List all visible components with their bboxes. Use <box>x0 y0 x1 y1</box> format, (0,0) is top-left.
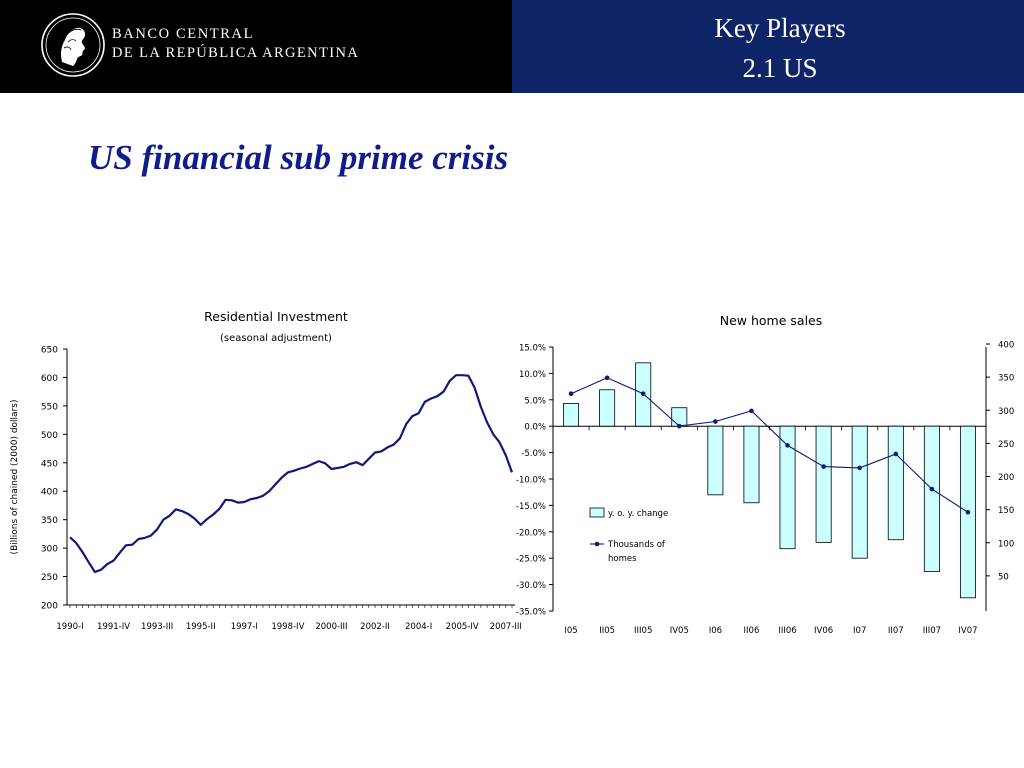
chart2-legend-line-marker <box>594 541 600 547</box>
chart1-y-tick-label: 300 <box>41 545 58 555</box>
chart2-x-tick-label: IV05 <box>670 626 689 636</box>
chart1-x-tick-label: 1997-I <box>231 622 258 632</box>
chart2-legend-bar-swatch <box>589 507 605 518</box>
bank-name-line1: BANCO CENTRAL <box>112 26 255 42</box>
chart2-right-tick-label: 350 <box>998 374 1014 384</box>
chart1-x-tick-label: 1998-IV <box>271 622 304 632</box>
page-title: US financial sub prime crisis <box>88 138 509 177</box>
section-title: Key Players <box>714 13 846 43</box>
chart2-legend-bar-label: y. o. y. change <box>608 509 668 519</box>
chart1-y-tick-label: 400 <box>41 488 58 498</box>
chart1-y-tick-label: 650 <box>41 346 58 356</box>
chart2-home-sales-point <box>713 419 718 424</box>
chart1-x-tick-label: 2002-II <box>360 622 390 632</box>
chart2-left-tick-label: -20.0% <box>516 528 546 538</box>
chart2-x-tick-label: IV07 <box>958 626 977 636</box>
chart1-y-tick-label: 600 <box>41 374 58 384</box>
chart2-x-tick-label: I05 <box>564 626 577 636</box>
chart1-y-tick-label: 350 <box>41 516 58 526</box>
chart2-bar <box>707 425 724 496</box>
chart1-y-tick-label: 550 <box>41 402 58 412</box>
header-left-panel <box>0 0 512 93</box>
chart2-x-tick-label: III05 <box>634 626 652 636</box>
chart2-x-tick-label: II07 <box>888 626 904 636</box>
chart1-y-tick-label: 200 <box>41 602 58 612</box>
chart2-home-sales-point <box>749 408 754 414</box>
chart2-x-tick-label: II05 <box>599 626 615 636</box>
header-right-panel <box>512 0 1024 93</box>
chart1-y-axis-label: (Billions of chained (2000) dollars) <box>10 400 20 555</box>
chart2-bar <box>851 425 868 559</box>
chart2-bar <box>887 425 904 541</box>
chart2-bar <box>779 425 796 550</box>
chart2-home-sales-point <box>857 465 863 471</box>
chart2-home-sales-point <box>676 423 682 429</box>
chart2-right-tick-label: 400 <box>998 341 1014 351</box>
bank-name-line2: DE LA REPÚBLICA ARGENTINA <box>112 45 360 61</box>
chart2-home-sales-point <box>604 375 610 381</box>
chart2-right-tick-label: 50 <box>998 572 1009 582</box>
chart2-x-tick-label: IV06 <box>814 626 833 636</box>
chart2-right-tick-label: 200 <box>998 473 1014 483</box>
chart2-bar <box>671 407 688 427</box>
chart1-x-tick-label: 1990-I <box>56 622 83 632</box>
chart2-left-tick-label: 0.0% <box>524 423 546 433</box>
chart1-x-tick-label: 2004-I <box>405 622 432 632</box>
bank-seal-icon <box>41 13 105 77</box>
chart2-legend-line-label: Thousands of homes <box>607 540 666 564</box>
chart2-left-tick-label: -15.0% <box>516 502 546 512</box>
chart2-home-sales-line <box>570 377 969 513</box>
chart1-y-tick-label: 500 <box>41 431 58 441</box>
chart2-bar <box>815 425 832 543</box>
chart2-left-tick-label: -25.0% <box>516 555 546 565</box>
chart2-left-tick-label: -30.0% <box>516 581 546 591</box>
chart1-y-tick-label: 450 <box>41 459 58 469</box>
chart2-left-tick-label: -5.0% <box>521 449 546 459</box>
chart2-title: New home sales <box>720 313 823 328</box>
chart2-x-tick-label: III06 <box>778 626 796 636</box>
chart2-home-sales-point <box>893 451 899 457</box>
chart2-right-tick-label: 150 <box>998 506 1014 516</box>
chart2-bar <box>563 403 580 427</box>
chart2-left-tick-label: -10.0% <box>516 476 546 486</box>
chart1-x-tick-label: 2000-III <box>315 622 347 632</box>
section-subtitle: 2.1 US <box>742 53 818 83</box>
chart2-home-sales-point <box>568 391 574 396</box>
chart2-home-sales-point <box>640 391 646 396</box>
chart2-x-tick-label: I06 <box>709 626 722 636</box>
chart2-left-tick-label: -35.0% <box>516 608 546 618</box>
chart1-x-tick-label: 1993-III <box>141 622 173 632</box>
chart2-right-tick-label: 300 <box>998 407 1014 417</box>
chart2-left-tick-label: 10.0% <box>519 370 546 380</box>
chart2-x-tick-label: II06 <box>744 626 760 636</box>
chart1-x-tick-label: 1995-II <box>186 622 216 632</box>
chart2-home-sales-point <box>965 509 971 515</box>
chart2-home-sales-point <box>785 443 790 448</box>
chart2-bar <box>743 425 760 504</box>
chart1-x-tick-label: 2007-III <box>490 622 522 632</box>
chart2-home-sales-point <box>821 464 826 469</box>
chart2-home-sales-point <box>929 486 935 492</box>
chart1-y-tick-label: 250 <box>41 573 58 583</box>
chart2-bar <box>599 389 616 427</box>
chart1-title: Residential Investment <box>204 309 348 324</box>
chart2-left-tick-label: 5.0% <box>524 396 546 406</box>
chart2-bar <box>923 425 940 572</box>
chart2-x-tick-label: I07 <box>853 626 866 636</box>
chart2-left-tick-label: 15.0% <box>519 344 546 354</box>
chart2-right-tick-label: 100 <box>998 539 1014 549</box>
chart2-right-tick-label: 250 <box>998 440 1014 450</box>
chart1-subtitle: (seasonal adjustment) <box>220 333 332 344</box>
chart1-x-tick-label: 2005-IV <box>446 622 479 632</box>
chart2-x-tick-label: III07 <box>923 626 941 636</box>
chart1-x-tick-label: 1991-IV <box>97 622 130 632</box>
chart1-residential-investment-line <box>69 374 514 574</box>
